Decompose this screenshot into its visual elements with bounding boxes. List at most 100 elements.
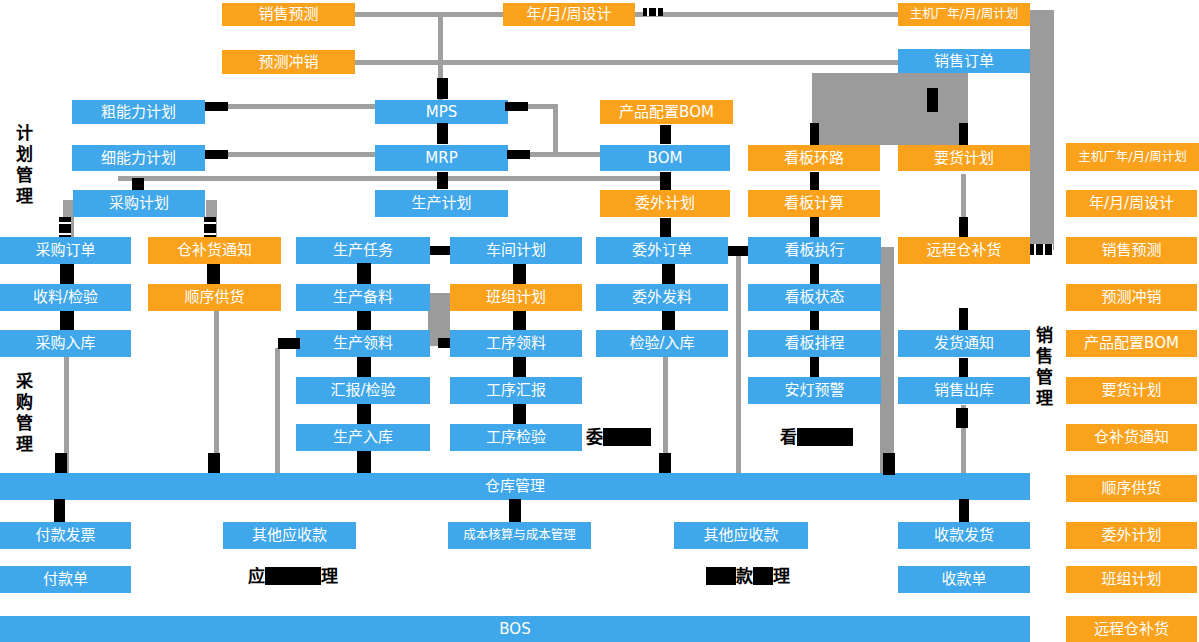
connector-junction bbox=[728, 246, 748, 256]
connector-junction bbox=[883, 453, 895, 475]
connector-block bbox=[1030, 10, 1054, 250]
connector-junction bbox=[357, 451, 371, 473]
connector-junction bbox=[959, 358, 968, 377]
redaction-bar bbox=[753, 567, 773, 585]
process-inspection: 工序检验 bbox=[450, 424, 582, 451]
connector-junction bbox=[513, 357, 526, 377]
oem-year-month-week-plan-top: 主机厂年/月/周计划 bbox=[898, 3, 1030, 26]
sales-management-label: 销售管理 bbox=[1034, 326, 1051, 410]
purchase-order: 采购订单 bbox=[0, 237, 131, 264]
connector-junction bbox=[505, 102, 528, 111]
outsourcing-plan: 委外计划 bbox=[600, 190, 730, 217]
outsourcing-issue: 委外发料 bbox=[596, 284, 728, 311]
connector-junction-dashed bbox=[643, 8, 663, 16]
connector-junction bbox=[810, 264, 819, 284]
payment-slip: 付款单 bbox=[0, 566, 131, 593]
connector-block bbox=[812, 73, 968, 145]
right-product-config-bom: 产品配置BOM bbox=[1066, 330, 1197, 357]
right-outsourcing-plan: 委外计划 bbox=[1066, 522, 1197, 549]
purchase-inbound: 采购入库 bbox=[0, 330, 131, 357]
connector-junction bbox=[357, 311, 371, 330]
right-year-month-week-design: 年/月/周设计 bbox=[1066, 190, 1197, 217]
connector-junction-dashed bbox=[204, 217, 216, 237]
right-warehouse-replenish-notice: 仓补货通知 bbox=[1066, 424, 1197, 451]
redaction-bar bbox=[265, 567, 321, 585]
label-text: 应 bbox=[248, 568, 265, 585]
redaction-bar bbox=[603, 428, 651, 446]
connector-junction bbox=[357, 357, 371, 377]
connector-junction bbox=[132, 178, 144, 190]
connector-junction bbox=[205, 102, 228, 111]
outsourcing-management-label: 委 bbox=[586, 428, 651, 446]
shipping-notice: 发货通知 bbox=[898, 330, 1030, 357]
team-plan: 班组计划 bbox=[450, 284, 582, 311]
connector-junction bbox=[55, 453, 67, 473]
connector-line bbox=[355, 60, 898, 65]
remote-warehouse-replenish: 远程仓补货 bbox=[898, 237, 1030, 264]
connector-junction bbox=[660, 218, 671, 237]
connector-junction bbox=[437, 172, 448, 189]
connector-junction bbox=[659, 453, 671, 473]
connector-junction bbox=[513, 264, 526, 284]
other-receivables-left: 其他应收款 bbox=[223, 522, 356, 549]
connector-junction bbox=[660, 172, 671, 190]
connector-line bbox=[553, 104, 558, 157]
connector-junction bbox=[437, 78, 448, 99]
rough-capacity-plan: 粗能力计划 bbox=[72, 100, 205, 124]
kanban-calc: 看板计算 bbox=[748, 190, 880, 217]
label-text: 款 bbox=[736, 568, 753, 585]
connector-line bbox=[275, 348, 280, 474]
warehouse-replenish-notice: 仓补货通知 bbox=[148, 237, 281, 264]
connector-line bbox=[205, 104, 377, 109]
sales-forecast-top: 销售预测 bbox=[222, 3, 355, 26]
production-task: 生产任务 bbox=[296, 237, 430, 264]
connector-line bbox=[205, 152, 377, 157]
production-picking: 生产领料 bbox=[296, 330, 430, 357]
redaction-bar bbox=[706, 567, 736, 585]
cost-accounting: 成本核算与成本管理 bbox=[448, 522, 591, 549]
connector-junction bbox=[205, 150, 228, 159]
connector-junction bbox=[357, 263, 371, 284]
connector-junction bbox=[810, 357, 819, 377]
payables-management-label: 应理 bbox=[248, 567, 338, 585]
receipt-slip: 收款单 bbox=[898, 566, 1030, 593]
outsourcing-order: 委外订单 bbox=[596, 237, 728, 264]
plan-management-label: 计划管理 bbox=[14, 124, 31, 208]
connector-junction bbox=[60, 264, 74, 284]
production-plan: 生产计划 bbox=[375, 190, 508, 217]
sales-outbound: 销售出库 bbox=[898, 377, 1030, 404]
label-text: 理 bbox=[321, 568, 338, 585]
bos-bar: BOS bbox=[0, 616, 1030, 642]
production-inbound: 生产入库 bbox=[296, 424, 430, 451]
purchase-plan: 采购计划 bbox=[73, 190, 205, 217]
redaction-bar bbox=[797, 428, 853, 446]
connector-junction bbox=[959, 308, 968, 330]
andon-warning: 安灯预警 bbox=[748, 377, 881, 404]
kanban-schedule: 看板排程 bbox=[748, 330, 881, 357]
connector-junction bbox=[208, 453, 220, 473]
purchase-management-label: 采购管理 bbox=[14, 372, 31, 456]
connector-junction bbox=[810, 311, 819, 330]
mps: MPS bbox=[375, 100, 508, 124]
connector-junction bbox=[959, 499, 969, 522]
right-sales-forecast: 销售预测 bbox=[1066, 237, 1197, 264]
connector-junction bbox=[662, 311, 675, 330]
label-text: 看 bbox=[780, 429, 797, 446]
forecast-offset-top: 预测冲销 bbox=[222, 50, 355, 74]
product-config-bom: 产品配置BOM bbox=[600, 100, 733, 124]
sequence-supply: 顺序供货 bbox=[148, 284, 281, 311]
connector-junction bbox=[810, 123, 819, 145]
kanban-loop: 看板环路 bbox=[748, 145, 880, 171]
workshop-plan: 车间计划 bbox=[450, 237, 582, 264]
connector-junction bbox=[357, 404, 371, 424]
fine-capacity-plan: 细能力计划 bbox=[72, 145, 205, 171]
connector-junction bbox=[438, 338, 450, 348]
kanban-management-label: 看 bbox=[780, 428, 853, 446]
right-team-plan: 班组计划 bbox=[1066, 566, 1197, 593]
production-material-prep: 生产备料 bbox=[296, 284, 430, 311]
right-delivery-request-plan: 要货计划 bbox=[1066, 377, 1197, 404]
warehouse-management-bar: 仓库管理 bbox=[0, 473, 1030, 500]
connector-junction bbox=[959, 217, 968, 237]
connector-line bbox=[118, 176, 667, 181]
connector-line bbox=[214, 311, 219, 474]
